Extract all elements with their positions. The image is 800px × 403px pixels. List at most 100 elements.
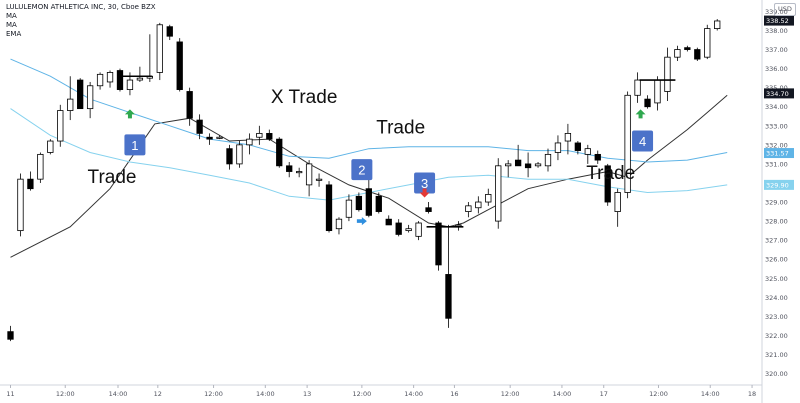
- candle: [335, 217, 343, 235]
- time-tick-label: 14:00: [256, 390, 275, 398]
- candle: [226, 144, 233, 170]
- candle: [594, 150, 601, 164]
- time-tick-label: 13: [303, 390, 311, 398]
- trade-annotation: Trade: [376, 117, 425, 138]
- candle: [505, 160, 512, 178]
- time-tick-label: 12:00: [204, 390, 223, 398]
- candle: [584, 144, 591, 164]
- svg-text:338.52: 338.52: [766, 17, 789, 25]
- candle: [176, 38, 183, 92]
- time-tick-label: 11: [6, 390, 14, 398]
- candle: [47, 139, 54, 155]
- signal-badge-1: 1: [124, 134, 146, 156]
- candle: [296, 167, 303, 178]
- candle: [684, 45, 691, 52]
- candle: [136, 66, 144, 82]
- price-tick-label: 334.00: [765, 103, 788, 111]
- signal-badge-2: 2: [351, 159, 373, 181]
- candle: [664, 47, 671, 102]
- candle: [196, 114, 203, 140]
- indicator-label-ema: EMA: [6, 30, 22, 38]
- time-tick-label: 14:00: [701, 390, 720, 398]
- candle: [116, 68, 124, 92]
- price-tick-label: 332.00: [765, 141, 788, 149]
- price-tick-label: 328.00: [765, 218, 788, 226]
- indicator-label-ma-2: MA: [6, 21, 17, 29]
- candle: [186, 87, 193, 126]
- price-badge: 329.90: [764, 179, 794, 190]
- arrow-up-icon: [124, 109, 135, 119]
- price-tick-label: 331.00: [765, 160, 788, 168]
- price-tick-label: 327.00: [765, 237, 788, 245]
- candle: [166, 24, 173, 41]
- price-tick-label: 323.00: [765, 313, 788, 321]
- trade-annotation: Trade: [586, 163, 635, 184]
- time-tick-label: 12:00: [501, 390, 520, 398]
- candle: [57, 104, 64, 147]
- candle: [96, 72, 104, 90]
- candle: [475, 196, 482, 214]
- candle: [694, 47, 701, 61]
- candle: [67, 76, 74, 121]
- time-tick-label: 14:00: [109, 390, 128, 398]
- candle: [485, 188, 492, 206]
- candle: [266, 129, 273, 142]
- svg-text:334.70: 334.70: [766, 90, 789, 98]
- candle: [524, 152, 532, 178]
- candle: [564, 123, 572, 155]
- arrow-up-icon: [635, 109, 646, 119]
- time-tick-label: 18: [748, 390, 756, 398]
- candle: [445, 224, 452, 328]
- candle: [286, 162, 293, 178]
- time-tick-label: 12:00: [56, 390, 75, 398]
- currency-button[interactable]: USD: [774, 3, 796, 16]
- arrow-right-icon: [356, 217, 367, 226]
- candle: [206, 133, 213, 145]
- svg-text:3: 3: [421, 176, 428, 191]
- candle: [604, 163, 611, 206]
- price-badge: 331.57: [764, 148, 794, 159]
- candle: [315, 173, 323, 187]
- candle: [405, 224, 412, 233]
- candle: [216, 135, 223, 140]
- price-tick-label: 329.00: [765, 199, 788, 207]
- price-tick-label: 324.00: [765, 294, 788, 302]
- price-tick-label: 325.00: [765, 275, 788, 283]
- price-tick-label: 326.00: [765, 256, 788, 264]
- price-tick-label: 337.00: [765, 46, 788, 54]
- price-tick-label: 322.00: [765, 332, 788, 340]
- time-tick-label: 14:00: [404, 390, 423, 398]
- time-tick-label: 17: [600, 390, 608, 398]
- price-tick-label: 338.00: [765, 27, 788, 35]
- candle: [395, 219, 402, 237]
- candle: [276, 137, 283, 168]
- time-tick-label: 16: [450, 390, 458, 398]
- candle: [634, 72, 641, 103]
- price-tick-label: 321.00: [765, 351, 788, 359]
- signal-badge-3: 3: [414, 172, 436, 194]
- candle: [17, 173, 24, 237]
- candle: [714, 19, 721, 31]
- candle: [514, 144, 522, 167]
- trade-annotation: Trade: [88, 167, 137, 188]
- price-badge: 334.70: [764, 88, 794, 99]
- candle: [644, 95, 651, 109]
- candle: [305, 160, 313, 197]
- candle: [256, 125, 263, 145]
- price-tick-label: 336.00: [765, 65, 788, 73]
- candle: [574, 141, 582, 155]
- candle: [534, 162, 542, 168]
- price-tick-label: 333.00: [765, 122, 788, 130]
- candle: [375, 192, 382, 214]
- svg-text:1: 1: [131, 138, 138, 153]
- candle: [554, 135, 562, 161]
- candle: [614, 188, 621, 227]
- candle: [465, 202, 472, 218]
- candle: [27, 171, 34, 191]
- price-tick-label: 320.00: [765, 370, 788, 378]
- candle: [704, 24, 711, 60]
- time-tick-label: 12:00: [352, 390, 371, 398]
